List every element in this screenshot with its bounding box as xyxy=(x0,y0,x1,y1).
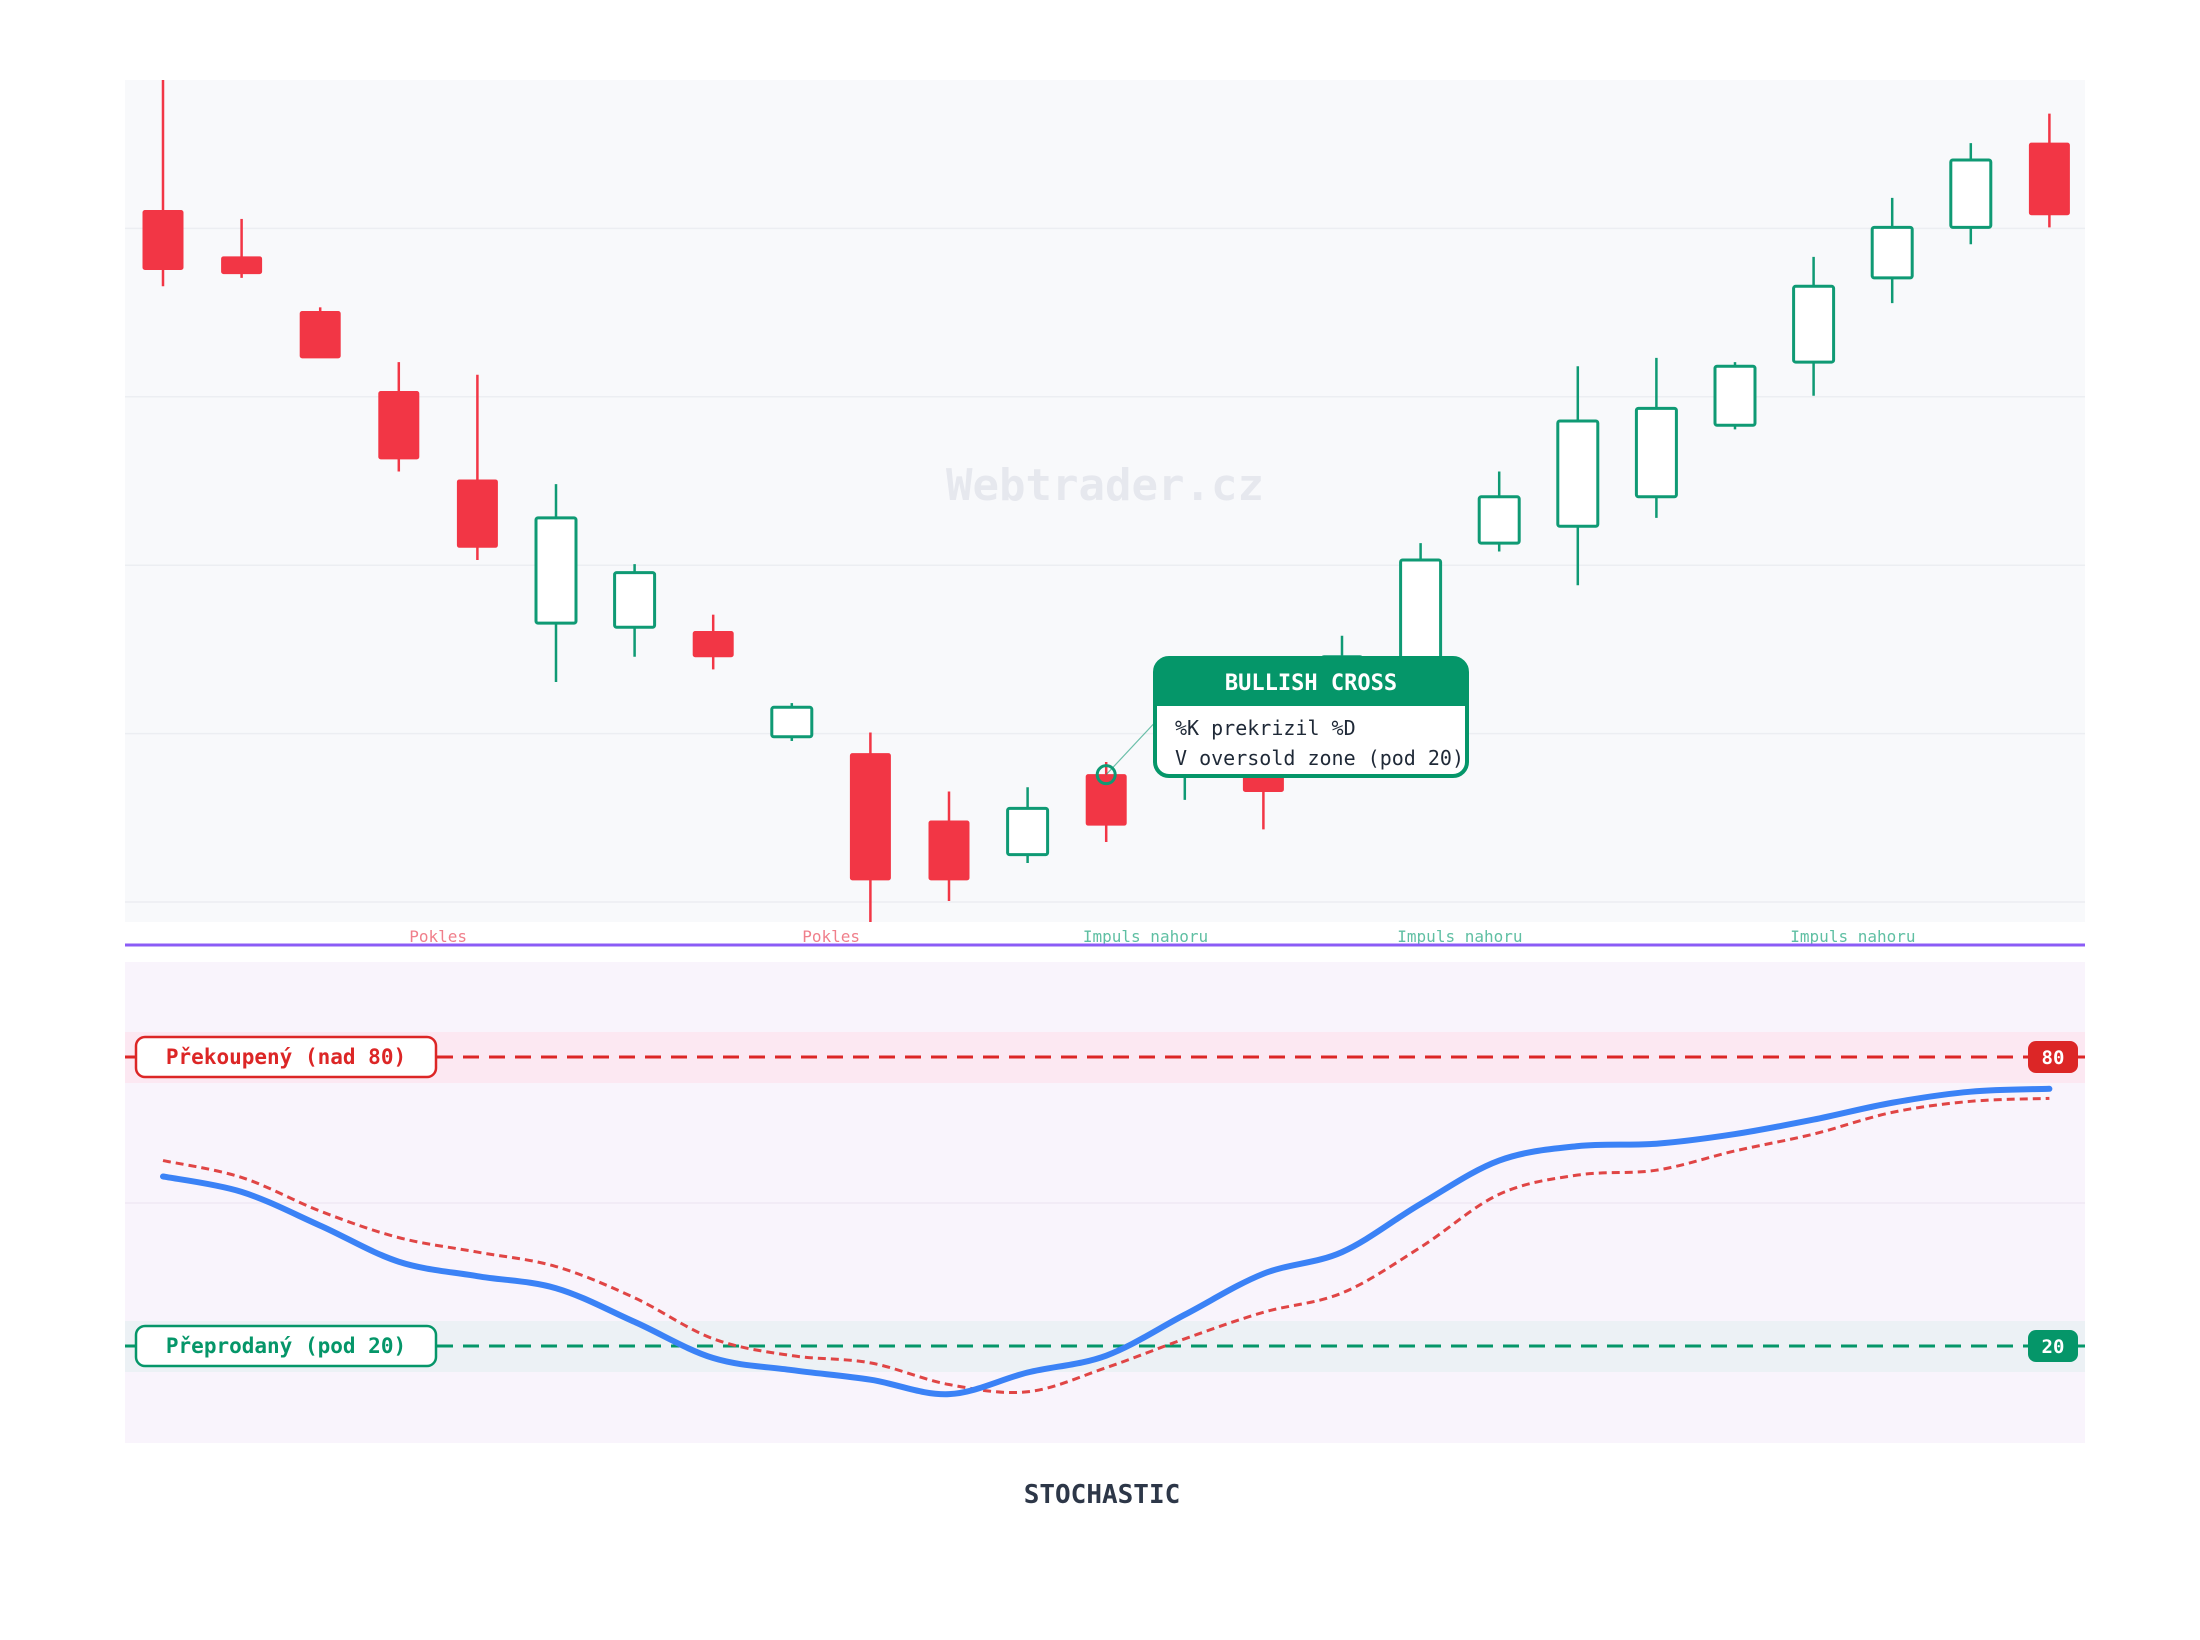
candle-body xyxy=(142,210,184,270)
bearish-candle xyxy=(849,732,891,922)
bearish-candle xyxy=(378,362,420,472)
bullish-candle xyxy=(534,484,578,683)
stochastic-panel: Překoupený (nad 80) Přeprodaný (pod 20) … xyxy=(125,962,2085,1443)
candle-body xyxy=(770,705,814,739)
cross-marker xyxy=(1095,764,1117,786)
candle-body xyxy=(299,311,341,359)
callout-line-2: V oversold zone (pod 20) xyxy=(1175,746,1464,770)
bearish-candle xyxy=(692,614,734,670)
oversold-value-badge: 20 xyxy=(2028,1330,2078,1362)
candle-body xyxy=(1556,419,1600,528)
candle-body xyxy=(2028,142,2070,216)
bearish-candle xyxy=(142,80,184,287)
candle-body xyxy=(1634,406,1678,499)
price-grid xyxy=(125,227,2085,903)
candle-body xyxy=(378,391,420,460)
bullish-candle xyxy=(1477,471,1521,552)
bullish-candle xyxy=(613,564,657,657)
bearish-candle xyxy=(221,218,263,278)
callout-header xyxy=(1155,658,1467,706)
bullish-candle xyxy=(1949,143,1993,245)
callout-title: BULLISH CROSS xyxy=(1225,671,1397,696)
bearish-candle xyxy=(2028,113,2070,228)
candle-body xyxy=(1870,225,1914,280)
candle-body xyxy=(1006,806,1050,857)
candle-body xyxy=(613,571,657,629)
oversold-label: Přeprodaný (pod 20) xyxy=(134,1324,438,1368)
candle-body xyxy=(1792,284,1836,364)
bullish-cross-callout: BULLISH CROSS %K prekrizil %D V oversold… xyxy=(1095,656,1469,786)
callout-leader-line xyxy=(1105,716,1161,776)
phase-annotation: Pokles xyxy=(802,927,860,946)
bearish-candle xyxy=(299,307,341,359)
d-line xyxy=(162,1096,2050,1395)
phase-annotation: Impuls nahoru xyxy=(1790,927,1915,946)
bullish-candle xyxy=(1556,366,1600,586)
bearish-candle xyxy=(928,791,970,901)
phase-annotation: Impuls nahoru xyxy=(1397,927,1522,946)
candle-body xyxy=(1477,495,1521,545)
watermark: Webtrader.cz xyxy=(946,460,1264,511)
indicator-title: STOCHASTIC xyxy=(1024,1480,1181,1510)
bullish-candle xyxy=(1870,197,1914,304)
bearish-candle xyxy=(1085,762,1127,843)
price-panel: Webtrader.cz Pokles Pokles Impuls nahoru Im… xyxy=(125,80,2085,946)
callout-line-1: %K prekrizil %D xyxy=(1175,716,1356,740)
overbought-value-badge: 80 xyxy=(2028,1041,2078,1073)
candle-body xyxy=(692,631,734,658)
bullish-candle xyxy=(770,703,814,741)
candle-body xyxy=(1949,158,1993,229)
overbought-label-text: Překoupený (nad 80) xyxy=(166,1045,406,1069)
candle-body xyxy=(849,753,891,881)
k-line xyxy=(160,1085,2053,1398)
phase-annotation: Impuls nahoru xyxy=(1083,927,1208,946)
phase-annotations: Pokles Pokles Impuls nahoru Impuls nahoru Im… xyxy=(409,927,1915,946)
candle-body xyxy=(928,820,970,881)
oversold-value: 20 xyxy=(2042,1336,2065,1358)
bullish-candle xyxy=(1634,357,1678,518)
candle-body xyxy=(534,516,578,625)
overbought-label: Překoupený (nad 80) xyxy=(134,1035,438,1079)
oversold-label-text: Přeprodaný (pod 20) xyxy=(166,1334,406,1358)
candle-body xyxy=(1713,364,1757,427)
bearish-candle xyxy=(456,374,498,560)
overbought-value: 80 xyxy=(2042,1047,2065,1069)
phase-annotation: Pokles xyxy=(409,927,467,946)
candle-body xyxy=(456,479,498,548)
bullish-candle xyxy=(1713,362,1757,430)
candle-body xyxy=(221,256,263,275)
bullish-candle xyxy=(1792,256,1836,396)
bullish-candle xyxy=(1006,787,1050,864)
